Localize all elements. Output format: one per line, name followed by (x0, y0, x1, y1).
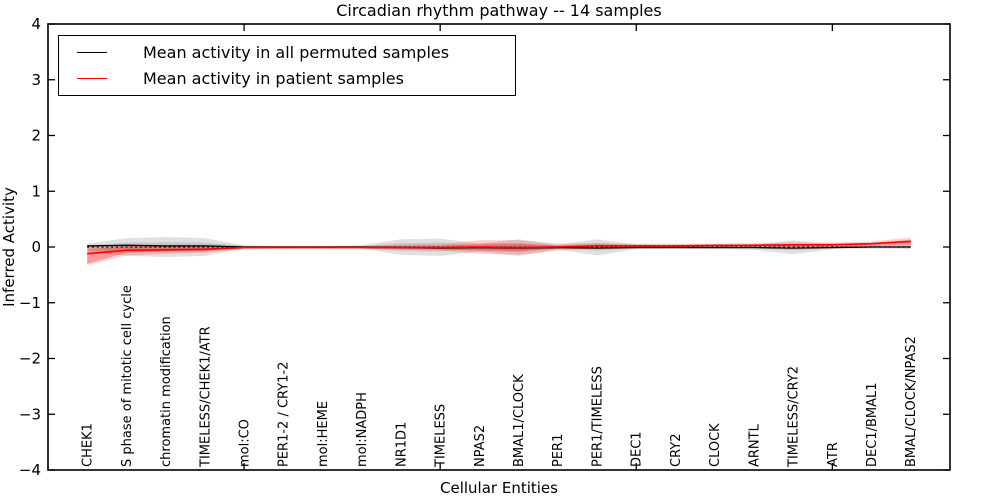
chart-title: Circadian rhythm pathway -- 14 samples (336, 1, 662, 20)
legend-label-permuted: Mean activity in all permuted samples (143, 43, 450, 63)
category-label: NR1D1 (394, 422, 409, 467)
legend-item-permuted: Mean activity in all permuted samples (59, 41, 515, 65)
y-tick-label: −1 (19, 294, 41, 312)
legend-item-patient: Mean activity in patient samples (59, 66, 515, 90)
category-label: BMAL1/CLOCK (512, 374, 527, 467)
legend-label-patient: Mean activity in patient samples (143, 68, 404, 88)
category-label: CRY2 (669, 434, 684, 468)
category-label: mol:HEME (316, 401, 331, 467)
category-label: CHEK1 (81, 423, 96, 467)
y-tick-label: 4 (31, 15, 41, 33)
y-tick-label: −4 (19, 461, 41, 479)
category-label: DEC1/BMAL1 (865, 383, 880, 468)
y-tick-label: 0 (31, 238, 41, 256)
category-label: chromatin modification (159, 316, 174, 467)
category-label: BMAL/CLOCK/NPAS2 (904, 336, 919, 467)
category-label: PER1-2 / CRY1-2 (277, 362, 292, 467)
y-axis-label: Inferred Activity (0, 187, 18, 307)
y-tick-label: −2 (19, 350, 41, 368)
category-label: TIMELESS (434, 404, 449, 468)
permuted-line-sample-icon (77, 52, 107, 54)
category-label: S phase of mitotic cell cycle (120, 285, 135, 467)
category-label: mol:NADPH (355, 392, 370, 467)
y-tick-label: 1 (31, 182, 41, 200)
category-label: ATR (826, 442, 841, 467)
category-label: NPAS2 (473, 425, 488, 467)
y-tick-label: 2 (31, 127, 41, 145)
category-label: CLOCK (708, 423, 723, 467)
x-axis-label: Cellular Entities (440, 479, 558, 497)
category-label: PER1/TIMELESS (590, 366, 605, 467)
category-label: TIMELESS/CHEK1/ATR (198, 326, 213, 468)
category-label: TIMELESS/CRY2 (787, 366, 802, 468)
patient-line-sample-icon (77, 77, 107, 79)
category-label: ARNTL (747, 423, 762, 467)
legend: Mean activity in all permuted samples Me… (58, 35, 516, 96)
category-label: DEC1 (630, 431, 645, 467)
category-label: PER1 (551, 434, 566, 467)
series-line-1 (87, 240, 911, 255)
patient-spread-outer-band (87, 237, 911, 266)
y-tick-label: 3 (31, 71, 41, 89)
y-tick-label: −3 (19, 405, 41, 423)
category-label: mol:CO (238, 419, 253, 467)
